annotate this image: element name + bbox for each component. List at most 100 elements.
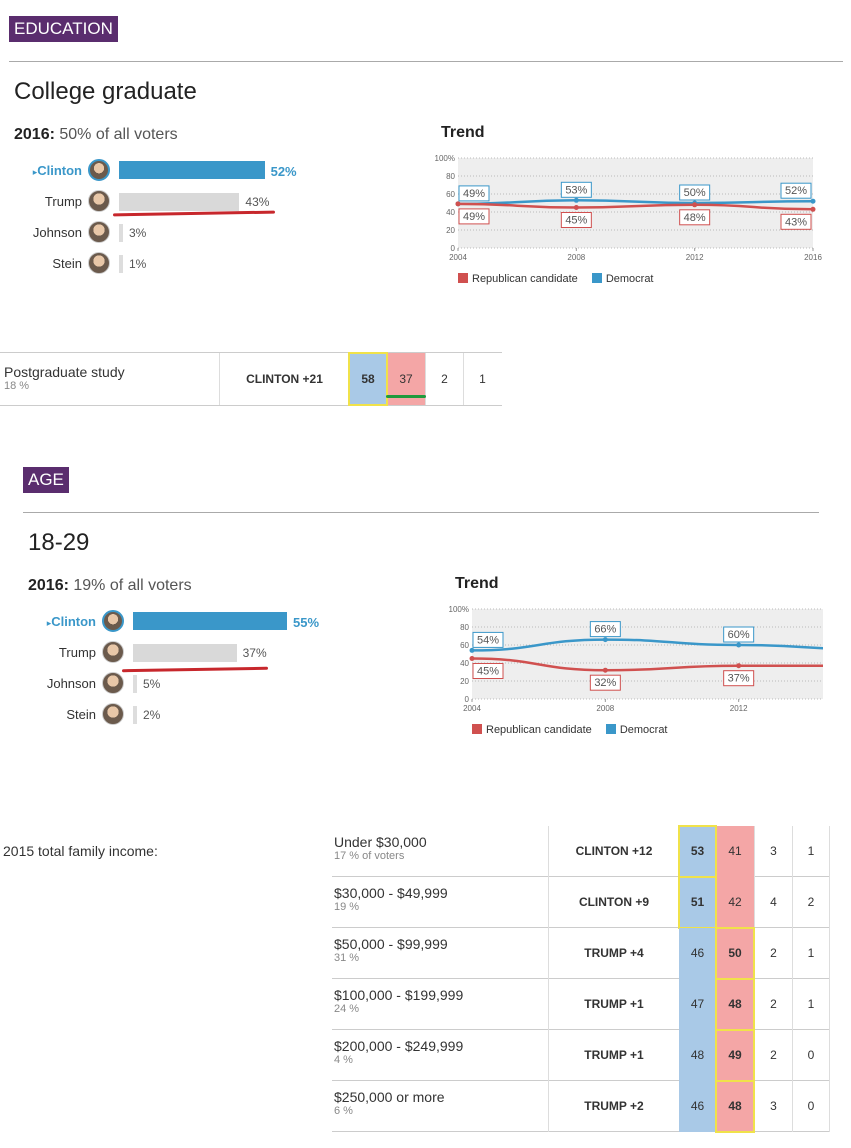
clinton-value: 53 [679,826,716,877]
data-label-box [560,212,592,228]
data-label-box [472,631,504,648]
summary-year: 2016: [28,577,69,594]
data-label: 43% [785,216,807,228]
data-point [469,647,475,653]
highlight-box [348,352,388,406]
chart-legend: Republican candidate Democrat [472,724,668,736]
candidate-photo [102,610,124,632]
margin-cell: CLINTON +9 [548,877,679,928]
table-label: 2015 total family income: [3,843,158,859]
candidate-photo [102,672,124,694]
trump-value: 48 [716,979,754,1030]
x-tick-label: 2004 [463,704,481,713]
row-share: 17 % of voters [334,850,405,862]
y-tick-label: 40 [460,659,469,668]
data-label: 54% [477,634,499,646]
table-row: Postgraduate study 18 % CLINTON +21 58 3… [0,352,502,406]
data-label: 37% [728,673,750,685]
data-label: 53% [565,184,587,196]
candidate-pct: 5% [143,677,161,691]
row-label: $250,000 or more [334,1089,445,1105]
row-label: $200,000 - $249,999 [334,1038,464,1054]
candidate-name-clinton[interactable]: Clinton [26,614,96,629]
stein-value: 1 [792,979,830,1030]
data-point [736,642,742,648]
data-label: 50% [684,187,706,199]
trend-chart: 0 20 40 60 80 100% 2004 2008 2012 2016 49% 53% 50% 52… [435,154,823,262]
data-point [602,637,608,643]
group-heading: 18-29 [28,529,90,556]
highlight-box [715,1029,755,1082]
highlight-box [715,978,755,1031]
candidate-bar [119,224,123,242]
y-tick-label: 20 [446,226,455,235]
candidate-photo [102,703,124,725]
divider [23,512,819,513]
data-label: 32% [594,677,616,689]
candidate-bar [133,612,287,630]
data-label: 52% [785,185,807,197]
clinton-value: 46 [679,1081,716,1132]
johnson-value: 3 [754,1081,792,1132]
data-label-box [723,670,755,687]
data-label-box [472,663,504,679]
y-tick-label: 100% [435,154,455,163]
margin-cell: CLINTON +21 [219,353,349,405]
candidate-pct: 1% [129,257,147,271]
highlight-box [678,876,717,929]
candidate-bar [119,255,123,273]
data-point [736,663,742,669]
table-row: $200,000 - $249,999 4 % TRUMP +1 48 49 2 0 [332,1030,830,1081]
y-tick-label: 20 [460,677,469,686]
legend-item-republican: Republican candidate [472,724,592,736]
candidate-name-trump: Trump [44,194,82,209]
data-label: 45% [565,215,587,227]
data-point [573,205,579,210]
row-share: 6 % [334,1105,353,1117]
income-table: Under $30,000 17 % of voters CLINTON +12 53… [332,825,832,1133]
trend-chart: 020406080100%20042008201254%66%60%55%45%… [449,605,823,713]
candidate-photo [88,190,110,212]
table-row: $50,000 - $99,999 31 % TRUMP +4 46 50 2 1 [332,928,830,979]
stein-value: 2 [792,877,830,928]
stein-value: 0 [792,1081,830,1132]
candidate-bar [119,161,265,179]
voter-share-summary: 2016: 19% of all voters [28,577,192,595]
clinton-value: 48 [679,1030,716,1081]
x-tick-label: 2008 [596,704,614,713]
data-point [469,656,475,661]
row-label: $30,000 - $49,999 [334,885,448,901]
candidate-photo [88,252,110,274]
table-row: $250,000 or more 6 % TRUMP +2 46 48 3 0 [332,1081,830,1132]
section-tag-education: EDUCATION [9,16,118,42]
summary-text: 19% of all voters [73,577,192,594]
stein-value: 1 [792,928,830,979]
y-tick-label: 0 [465,695,470,704]
johnson-value: 3 [754,826,792,877]
row-label: Under $30,000 [334,834,427,850]
voter-share-summary: 2016: 50% of all voters [14,126,178,144]
johnson-value: 2 [425,353,463,405]
candidate-pct: 37% [242,646,267,660]
candidate-photo [88,221,110,243]
data-label-box [723,626,755,643]
row-share: 18 % [4,380,30,392]
johnson-value: 2 [754,1030,792,1081]
row-share: 19 % [334,901,360,913]
johnson-value: 4 [754,877,792,928]
data-point [602,667,608,673]
x-tick-label: 2008 [567,253,585,262]
candidate-photo [102,641,124,663]
y-tick-label: 40 [446,208,455,217]
stein-value: 0 [792,1030,830,1081]
candidate-name-johnson: Johnson [46,676,96,691]
data-label: 49% [463,188,485,200]
annotation-underline [121,666,269,673]
data-label: 66% [594,624,616,636]
series-line-republican [457,202,814,211]
row-share: 31 % [334,952,360,964]
row-label: $100,000 - $199,999 [334,987,464,1003]
candidate-name-clinton[interactable]: Clinton [12,163,82,178]
candidate-name-stein: Stein [66,707,96,722]
plot-area [472,609,823,699]
